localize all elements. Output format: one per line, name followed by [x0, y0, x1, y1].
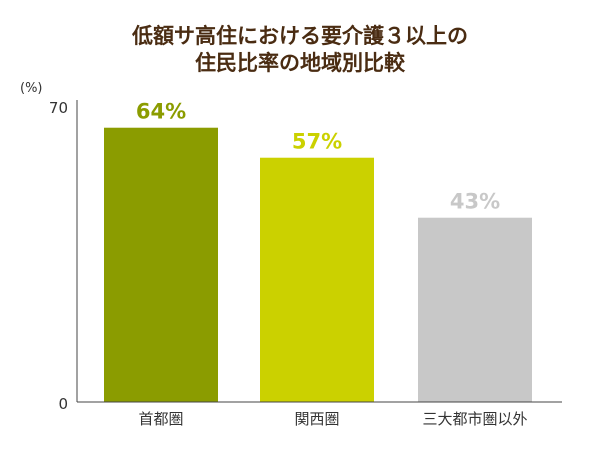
y-tick-min: 0: [58, 395, 68, 413]
bar-3: [418, 217, 532, 402]
bar-1: [104, 127, 218, 402]
x-tick-label-2: 関西圏: [294, 410, 339, 428]
data-label-3: 43%: [450, 190, 500, 214]
data-label-1: 64%: [136, 100, 186, 124]
x-tick-label-3: 三大都市圏以外: [422, 410, 527, 428]
y-unit-label: (%): [20, 81, 43, 96]
chart-title-line-2: 住民比率の地域別比較: [195, 51, 405, 75]
y-tick-max: 70: [49, 99, 68, 117]
x-tick-label-1: 首都圏: [138, 410, 183, 428]
bar-2: [260, 157, 374, 402]
data-label-2: 57%: [292, 130, 342, 154]
chart-title-line-1: 低額サ高住における要介護３以上の: [132, 24, 468, 48]
